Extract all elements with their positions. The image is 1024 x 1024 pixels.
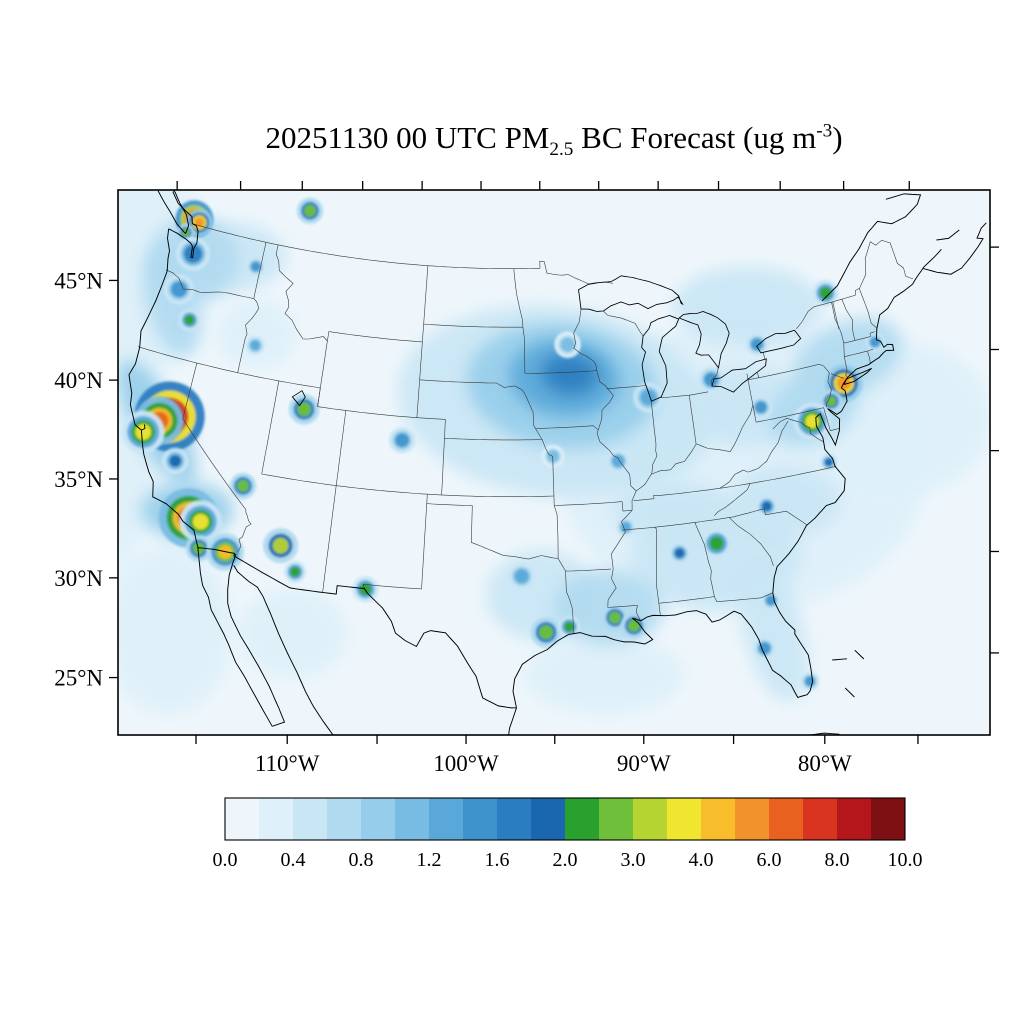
hotspot-boston	[865, 332, 885, 352]
hotspot-tampa	[753, 636, 776, 660]
hotspot-birmingham	[668, 542, 691, 565]
colorbar-tick-label: 2.0	[553, 849, 578, 871]
axis-ticks	[109, 181, 999, 744]
region-gulf-offshore	[524, 635, 685, 715]
lat-tick-label: 40°N	[54, 368, 103, 393]
colorbar-cell	[225, 798, 259, 840]
colorbar-cell	[837, 798, 871, 840]
region-mexico-nw	[237, 588, 348, 679]
colorbar-tick-label: 0.4	[281, 849, 306, 871]
hotspot-denver	[388, 426, 416, 454]
axis-labels: 110°W 100°W 90°W 80°W 45°N 40°N 35°N 30°N 25°N	[54, 268, 852, 776]
colorbar-tick-label: 1.2	[417, 849, 442, 871]
region-idaho-west	[216, 298, 297, 369]
hotspot-memphis	[616, 517, 636, 537]
concentration-field	[118, 190, 990, 735]
colorbar-tick-label: 10.0	[888, 849, 923, 871]
colorbar-cell	[463, 798, 497, 840]
hotspot-tucson	[284, 560, 307, 583]
colorbar-cell	[599, 798, 633, 840]
colorbar-cell	[803, 798, 837, 840]
title-text: 20251130 00 UTC PM	[265, 120, 550, 155]
hotspot-philadelphia	[820, 390, 843, 413]
title-suffix: )	[832, 120, 843, 155]
colorbar-cell	[871, 798, 905, 840]
lon-tick-label: 90°W	[617, 751, 671, 776]
lat-tick-label: 25°N	[54, 666, 103, 691]
colorbar-cell	[259, 798, 293, 840]
colorbar-cell	[633, 798, 667, 840]
colorbar-cell	[769, 798, 803, 840]
hotspot-detroit	[697, 366, 725, 393]
hotspot-chicago	[633, 382, 664, 413]
hotspot-phoenix	[263, 528, 299, 564]
hotspot-dallas	[508, 563, 535, 590]
colorbar-cell	[395, 798, 429, 840]
hotspot-portland	[163, 274, 195, 305]
hotspot-charlotte	[755, 495, 778, 518]
lon-tick-label: 100°W	[433, 751, 499, 776]
hotspot-atlanta	[701, 528, 732, 559]
colorbar-cell	[565, 798, 599, 840]
colorbar-cell	[531, 798, 565, 840]
hotspot-houston	[530, 616, 562, 648]
colorbar-cell	[293, 798, 327, 840]
plot-title: 20251130 00 UTC PM2.5 BC Forecast (ug m-…	[118, 120, 990, 161]
title-mid: BC Forecast (ug m	[573, 120, 817, 155]
colorbar-tick-label: 6.0	[757, 849, 782, 871]
lat-tick-label: 35°N	[54, 467, 103, 492]
colorbar-tick-label: 3.0	[621, 849, 646, 871]
hotspot-new-orleans	[620, 612, 648, 639]
map-borders	[128, 190, 987, 735]
colorbar-cell	[701, 798, 735, 840]
lat-tick-label: 30°N	[54, 566, 103, 591]
hotspot-baltimore-dc	[793, 402, 832, 441]
colorbar-cell	[667, 798, 701, 840]
hotspot-norfolk	[819, 453, 838, 472]
hotspot-montreal	[812, 279, 839, 307]
hotspot-bend-oregon	[178, 309, 201, 331]
colorbar-tick-label: 0.0	[213, 849, 238, 871]
hotspot-fraser-valley	[185, 209, 213, 237]
colorbar-cell	[327, 798, 361, 840]
hotspot-minneapolis	[554, 331, 581, 359]
colorbar: 0.0 0.4 0.8 1.2 1.6 2.0 3.0 4.0 6.0 8.0 10.0	[213, 797, 923, 871]
colorbar-cell	[735, 798, 769, 840]
title-superscript: -3	[816, 120, 833, 142]
region-midwest-peak	[541, 353, 598, 395]
hotspot-fresno	[162, 447, 189, 475]
lon-tick-label: 80°W	[798, 751, 852, 776]
colorbar-tick-label: 8.0	[825, 849, 850, 871]
hotspot-las-vegas	[229, 472, 257, 500]
colorbar-tick-label: 4.0	[689, 849, 714, 871]
colorbar-cell	[361, 798, 395, 840]
region-ontario-quebec	[673, 266, 823, 347]
colorbar-cell	[497, 798, 531, 840]
hotspot-spokane	[246, 257, 266, 277]
hotspot-calgary	[296, 197, 324, 224]
hotspot-boise	[245, 335, 265, 355]
hotspot-st-louis	[606, 449, 630, 473]
lon-tick-label: 110°W	[255, 751, 320, 776]
hotspot-miami	[800, 671, 820, 691]
colorbar-cell	[429, 798, 463, 840]
title-subscript: 2.5	[549, 139, 574, 161]
colorbar-tick-label: 0.8	[349, 849, 374, 871]
lat-tick-label: 45°N	[54, 268, 103, 293]
hotspot-san-diego-tijuana	[185, 535, 212, 562]
hotspot-toronto	[745, 332, 769, 356]
hotspot-pittsburgh	[749, 395, 773, 419]
colorbar-tick-label: 1.6	[485, 849, 510, 871]
hotspot-el-paso-juarez	[352, 576, 379, 603]
map-frame	[117, 189, 991, 736]
region-ocean-baja	[118, 544, 233, 715]
